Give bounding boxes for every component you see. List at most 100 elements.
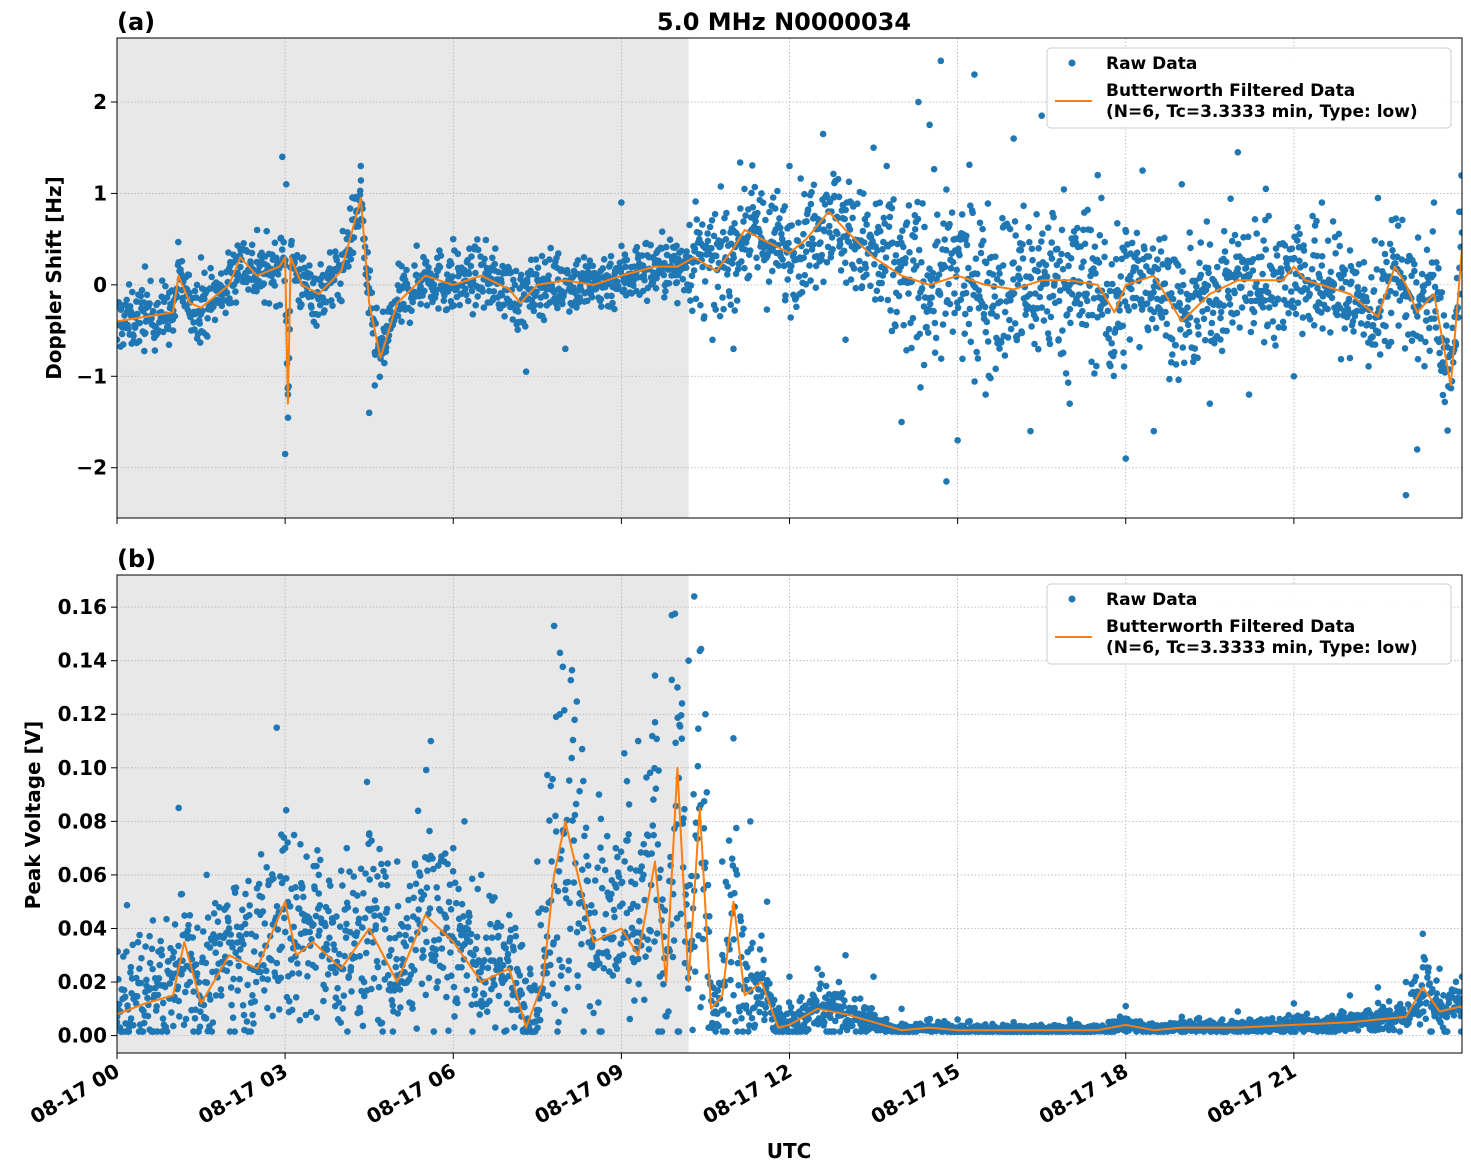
raw-data-point xyxy=(342,934,350,941)
raw-data-point xyxy=(486,997,493,1005)
raw-data-point xyxy=(622,263,629,271)
raw-data-point xyxy=(1447,384,1455,392)
raw-data-point xyxy=(1381,250,1389,258)
raw-data-point xyxy=(365,409,373,417)
raw-data-point xyxy=(1345,295,1353,303)
raw-data-point xyxy=(943,186,950,193)
raw-data-point xyxy=(662,243,670,251)
raw-data-point xyxy=(511,1024,518,1031)
raw-data-point xyxy=(1108,261,1116,268)
raw-data-point xyxy=(503,1027,510,1034)
raw-data-point xyxy=(481,255,488,263)
raw-data-point xyxy=(193,281,201,289)
raw-data-point xyxy=(270,875,277,882)
raw-data-point xyxy=(1166,375,1173,383)
raw-data-point xyxy=(834,175,842,183)
raw-data-point xyxy=(1226,301,1234,308)
raw-data-point xyxy=(628,924,636,932)
raw-data-point xyxy=(1386,240,1394,248)
raw-data-point xyxy=(681,805,688,813)
raw-data-point xyxy=(449,868,457,875)
raw-data-point xyxy=(696,229,703,237)
raw-data-point xyxy=(353,929,361,936)
raw-data-point xyxy=(352,907,360,914)
raw-data-point xyxy=(1087,272,1094,280)
raw-data-point xyxy=(846,226,854,233)
raw-data-point xyxy=(271,239,279,247)
raw-data-point xyxy=(472,269,479,277)
raw-data-point xyxy=(717,183,725,190)
raw-data-point xyxy=(1122,455,1130,462)
raw-data-point xyxy=(1145,253,1153,260)
raw-data-point xyxy=(1113,292,1120,300)
raw-data-point xyxy=(322,922,329,930)
raw-data-point xyxy=(665,1008,672,1015)
raw-data-point xyxy=(742,1002,750,1009)
raw-data-point xyxy=(751,1021,759,1029)
raw-data-point xyxy=(579,866,586,873)
raw-data-point xyxy=(512,932,520,940)
raw-data-point xyxy=(208,1028,216,1035)
raw-data-point xyxy=(1262,282,1270,290)
raw-data-point xyxy=(1223,327,1230,335)
raw-data-point xyxy=(1094,171,1102,179)
raw-data-point xyxy=(544,771,551,779)
raw-data-point xyxy=(1135,257,1142,264)
raw-data-point xyxy=(196,339,204,346)
raw-data-point xyxy=(1228,237,1236,245)
raw-data-point xyxy=(643,297,651,305)
raw-data-point xyxy=(888,204,896,212)
raw-data-point xyxy=(1458,229,1462,236)
raw-data-point xyxy=(1278,269,1285,276)
raw-data-point xyxy=(1418,270,1426,278)
raw-data-point xyxy=(1163,320,1171,328)
raw-data-point xyxy=(1296,257,1303,265)
raw-data-point xyxy=(288,1006,296,1014)
raw-data-point xyxy=(979,225,986,233)
raw-data-point xyxy=(1368,274,1375,281)
raw-data-point xyxy=(567,676,575,684)
raw-data-point xyxy=(837,267,845,274)
raw-data-point xyxy=(171,921,179,928)
raw-data-point xyxy=(412,946,420,954)
raw-data-point xyxy=(345,263,352,270)
raw-data-point xyxy=(1036,293,1044,301)
raw-data-point xyxy=(1329,218,1337,225)
raw-data-point xyxy=(400,300,407,308)
raw-data-point xyxy=(345,973,353,980)
raw-data-point xyxy=(669,953,677,961)
raw-data-point xyxy=(406,319,414,327)
raw-data-point xyxy=(1258,253,1265,261)
raw-data-point xyxy=(801,271,809,279)
raw-data-point xyxy=(1224,287,1232,295)
raw-data-point xyxy=(373,904,380,912)
raw-data-point xyxy=(1300,242,1307,249)
raw-data-point xyxy=(658,228,666,235)
raw-data-point xyxy=(528,987,535,994)
raw-data-point xyxy=(253,287,260,295)
raw-data-point xyxy=(464,297,472,305)
raw-data-point xyxy=(181,912,188,919)
raw-data-point xyxy=(849,214,856,222)
raw-data-point xyxy=(316,902,324,909)
raw-data-point xyxy=(1387,338,1395,346)
raw-data-point xyxy=(1357,320,1365,327)
raw-data-point xyxy=(217,992,225,999)
raw-data-point xyxy=(755,986,762,993)
raw-data-point xyxy=(378,1019,386,1027)
raw-data-point xyxy=(1318,252,1326,260)
raw-data-point xyxy=(274,271,282,278)
raw-data-point xyxy=(736,159,744,166)
raw-data-point xyxy=(951,309,958,317)
raw-data-point xyxy=(432,946,440,953)
raw-data-point xyxy=(226,1028,234,1035)
raw-data-point xyxy=(175,238,182,246)
raw-data-point xyxy=(861,239,868,246)
raw-data-point xyxy=(990,302,997,310)
raw-data-point xyxy=(194,924,201,932)
raw-data-point xyxy=(749,939,756,947)
raw-data-point xyxy=(1148,268,1156,276)
raw-data-point xyxy=(237,946,244,953)
raw-data-point xyxy=(453,899,460,907)
raw-data-point xyxy=(1402,491,1410,499)
